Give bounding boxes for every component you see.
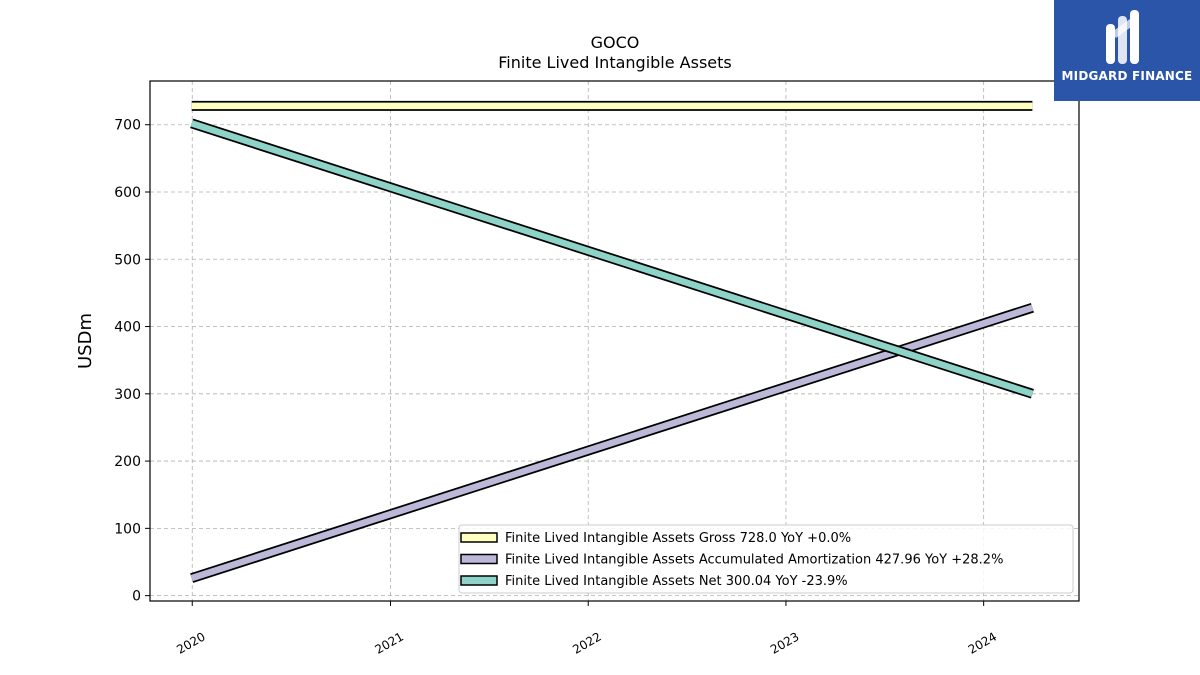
plot-frame [149, 80, 1080, 602]
legend-entry-2: Finite Lived Intangible Assets Net 300.0… [505, 574, 848, 589]
y-tick-label: 100 [114, 521, 141, 537]
x-tick-label: 2022 [570, 629, 603, 656]
y-tick-label: 500 [114, 252, 141, 268]
y-tick-label: 400 [114, 320, 141, 336]
x-tick-label: 2021 [373, 629, 406, 656]
midgard-logo-icon [1106, 10, 1139, 64]
legend-entry-0: Finite Lived Intangible Assets Gross 728… [505, 531, 851, 546]
y-tick-label: 600 [114, 185, 141, 201]
x-tick-label: 2023 [768, 629, 801, 656]
chart-title: GOCO [591, 33, 640, 52]
legend: Finite Lived Intangible Assets Gross 728… [458, 524, 1074, 594]
chart-subtitle: Finite Lived Intangible Assets [498, 53, 731, 72]
y-tick-label: 700 [114, 118, 141, 134]
legend-entry-1: Finite Lived Intangible Assets Accumulat… [505, 553, 1003, 568]
y-tick-label: 300 [114, 387, 141, 403]
series-layer [190, 100, 1034, 583]
series-line-2 [190, 120, 1034, 397]
legend-swatch-0 [460, 532, 498, 543]
x-tick-label: 2024 [966, 629, 999, 656]
legend-swatch-2 [460, 575, 498, 586]
legend-box [458, 524, 1074, 594]
brand-logo: MIDGARD FINANCE [1054, 0, 1200, 101]
y-tick-label: 200 [114, 454, 141, 470]
y-axis-label: USDm [75, 313, 96, 369]
x-tick-label: 2020 [174, 629, 207, 656]
legend-swatch-1 [460, 553, 498, 565]
brand-name: MIDGARD FINANCE [1061, 69, 1193, 83]
y-tick-label: 0 [132, 589, 141, 605]
